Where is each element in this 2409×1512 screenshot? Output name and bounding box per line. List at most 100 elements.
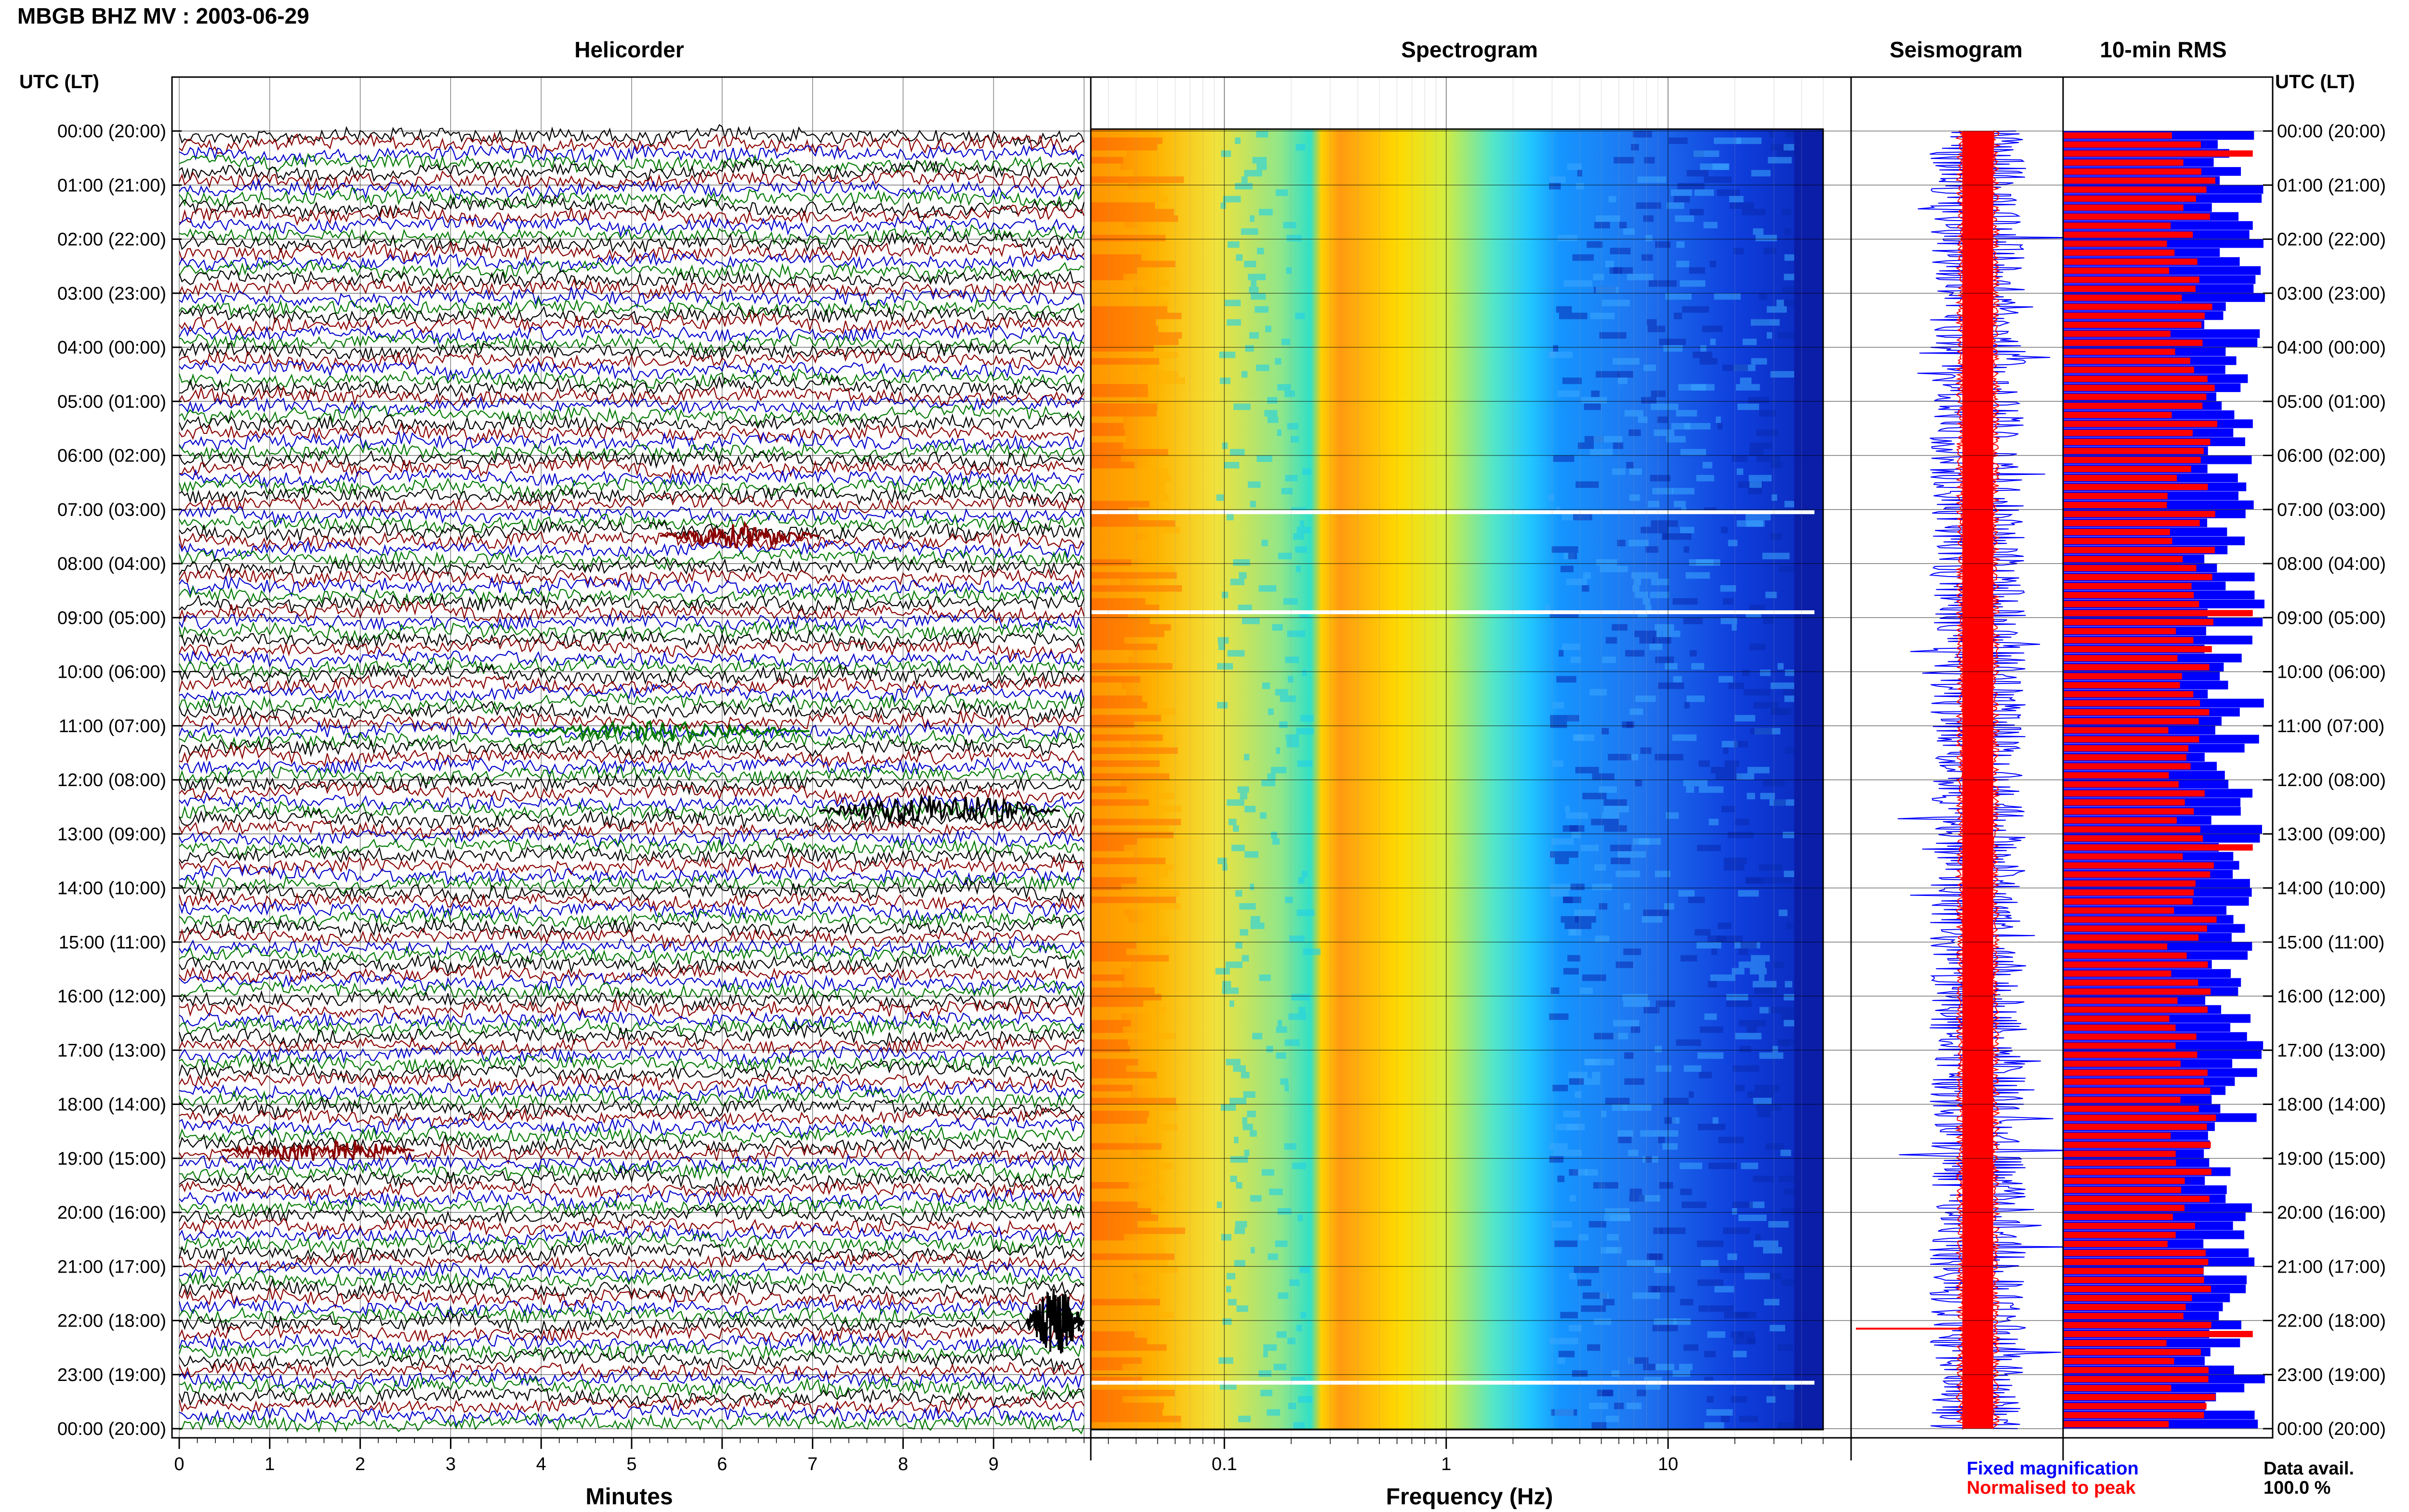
spec-cell bbox=[1680, 955, 1697, 962]
spec-cell bbox=[1091, 572, 1177, 579]
spec-cell bbox=[1732, 455, 1747, 462]
rms-bar-normalised-34 bbox=[2063, 438, 2210, 445]
spec-cell bbox=[1763, 618, 1774, 624]
spec-cell bbox=[1610, 248, 1631, 254]
spec-cell bbox=[1091, 183, 1128, 190]
spec-cell bbox=[1686, 695, 1705, 702]
rms-bar-normalised-8 bbox=[2063, 204, 2184, 211]
spec-cell bbox=[1091, 1396, 1123, 1403]
spec-cell bbox=[1091, 916, 1129, 923]
rms-bar-normalised-75 bbox=[2063, 808, 2194, 815]
spec-cell bbox=[1558, 650, 1564, 657]
rms-bar-normalised-124 bbox=[2063, 1249, 2206, 1256]
spec-cell bbox=[1091, 351, 1178, 358]
spec-cell bbox=[1736, 468, 1744, 475]
spec-cell bbox=[1554, 1409, 1574, 1416]
spec-cell bbox=[1091, 1247, 1165, 1254]
spec-cell bbox=[1604, 825, 1627, 832]
spectrogram-x-tick-label: 10 bbox=[1658, 1454, 1678, 1474]
spec-cell bbox=[1603, 805, 1629, 813]
spec-cell bbox=[1753, 702, 1779, 709]
spec-cell bbox=[1257, 163, 1267, 170]
spec-cell bbox=[1691, 663, 1705, 670]
rms-bar-normalised-85 bbox=[2063, 898, 2193, 905]
spec-cell bbox=[1091, 1175, 1162, 1183]
spec-cell bbox=[1549, 1338, 1578, 1344]
spec-cell bbox=[1244, 170, 1262, 177]
rms-bar-normalised-129 bbox=[2063, 1295, 2192, 1302]
right-y-tick-label: 15:00 (11:00) bbox=[2277, 933, 2384, 953]
spec-cell bbox=[1735, 818, 1750, 826]
spec-cell bbox=[1091, 883, 1121, 890]
spec-cell bbox=[1633, 131, 1652, 138]
spec-cell bbox=[1091, 410, 1157, 417]
rms-bar-normalised-11 bbox=[2063, 231, 2193, 238]
spec-cell bbox=[1772, 1046, 1778, 1052]
spec-cell bbox=[1222, 442, 1228, 449]
right-y-tick-label: 02:00 (22:00) bbox=[2277, 230, 2386, 250]
spec-cell bbox=[1640, 747, 1652, 754]
spec-cell bbox=[1091, 747, 1178, 754]
spec-cell bbox=[1759, 1052, 1784, 1059]
spec-cell bbox=[1091, 513, 1139, 521]
rms-bar-normalised-63 bbox=[2063, 700, 2200, 707]
spec-cell bbox=[1264, 410, 1278, 417]
spec-cell bbox=[1709, 1305, 1734, 1312]
spec-cell bbox=[1269, 1188, 1283, 1196]
helicorder-event-3 bbox=[222, 1139, 415, 1161]
right-y-tick-label: 00:00 (20:00) bbox=[2277, 121, 2386, 142]
spec-cell bbox=[1655, 624, 1674, 631]
spec-cell bbox=[1721, 805, 1735, 813]
spec-cell bbox=[1091, 825, 1169, 832]
spec-cell bbox=[1287, 631, 1305, 637]
spec-cell bbox=[1550, 851, 1578, 858]
spec-cell bbox=[1091, 1318, 1144, 1325]
helicorder-event-2 bbox=[510, 720, 810, 743]
rms-bar-normalised-31 bbox=[2063, 411, 2172, 418]
left-y-tick-label: 12:00 (08:00) bbox=[57, 770, 166, 790]
rms-bar-normalised-3 bbox=[2063, 159, 2184, 166]
rms-bar-normalised-103 bbox=[2063, 1060, 2181, 1067]
spec-cell bbox=[1091, 267, 1138, 274]
rms-bar-normalised-41 bbox=[2063, 501, 2167, 508]
spec-cell bbox=[1091, 773, 1170, 780]
spec-cell bbox=[1605, 1416, 1619, 1422]
spec-cell bbox=[1091, 1065, 1126, 1072]
spec-cell bbox=[1772, 494, 1777, 501]
spec-cell bbox=[1091, 1078, 1157, 1085]
spec-cell bbox=[1618, 1136, 1632, 1144]
spec-cell bbox=[1091, 176, 1184, 183]
spec-cell bbox=[1236, 1182, 1243, 1189]
rms-bar-normalised-137 bbox=[2063, 1367, 2209, 1373]
rms-bar-normalised-0 bbox=[2063, 132, 2172, 139]
spec-cell bbox=[1641, 916, 1663, 923]
spec-cell bbox=[1686, 170, 1709, 177]
rms-bar-normalised-28 bbox=[2063, 384, 2215, 391]
spec-cell bbox=[1655, 1000, 1675, 1007]
rms-bar-normalised-76 bbox=[2063, 817, 2177, 824]
spec-cell bbox=[1738, 961, 1765, 968]
spec-cell bbox=[1593, 1182, 1618, 1189]
spec-cell bbox=[1241, 371, 1248, 378]
rms-bars bbox=[2063, 131, 2265, 1429]
spec-cell bbox=[1553, 345, 1559, 352]
spec-cell bbox=[1771, 708, 1788, 715]
rms-bar-normalised-74 bbox=[2063, 799, 2185, 806]
spec-cell bbox=[1631, 572, 1658, 579]
spec-cell bbox=[1291, 436, 1299, 443]
rms-bar-normalised-112 bbox=[2063, 1142, 2211, 1148]
spec-cell bbox=[1750, 728, 1772, 735]
spec-cell bbox=[1704, 1351, 1716, 1357]
spec-cell bbox=[1760, 670, 1771, 676]
spec-cell bbox=[1256, 364, 1270, 371]
spec-cell bbox=[1599, 903, 1608, 910]
spec-cell bbox=[1596, 371, 1620, 378]
spec-cell bbox=[1729, 196, 1744, 203]
spec-cell bbox=[1302, 670, 1307, 676]
spec-cell bbox=[1239, 903, 1256, 910]
spec-cell bbox=[1091, 676, 1140, 683]
spectrogram-gap-2 bbox=[1091, 1381, 1814, 1385]
spec-cell bbox=[1655, 1364, 1675, 1370]
spec-cell bbox=[1676, 261, 1690, 267]
rms-bar-normalised-122 bbox=[2063, 1232, 2176, 1238]
